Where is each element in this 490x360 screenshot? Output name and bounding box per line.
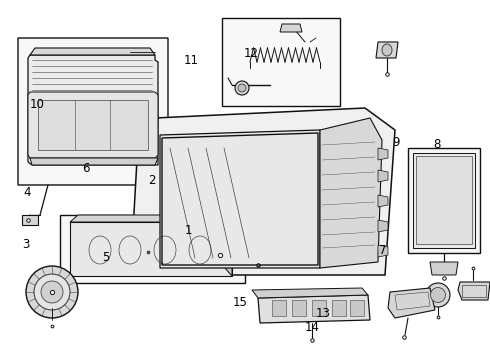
Polygon shape [38, 100, 148, 150]
Bar [350, 300, 364, 316]
Text: 9: 9 [392, 136, 400, 149]
Bar [60, 215, 245, 283]
Polygon shape [30, 48, 155, 55]
Text: 1: 1 [185, 224, 193, 237]
Text: 4: 4 [23, 186, 31, 199]
Polygon shape [430, 262, 458, 275]
Polygon shape [458, 282, 490, 300]
Polygon shape [378, 148, 388, 160]
Text: 3: 3 [22, 238, 29, 251]
Text: 15: 15 [233, 296, 247, 309]
Polygon shape [28, 92, 158, 158]
Text: 14: 14 [305, 321, 320, 334]
Polygon shape [252, 288, 368, 298]
Ellipse shape [238, 84, 246, 92]
Polygon shape [70, 222, 232, 276]
Polygon shape [280, 24, 302, 32]
Ellipse shape [41, 281, 63, 303]
Ellipse shape [235, 81, 249, 95]
Polygon shape [320, 118, 382, 268]
Polygon shape [70, 215, 232, 222]
Bar [408, 148, 480, 253]
Ellipse shape [26, 266, 78, 318]
Text: 13: 13 [316, 307, 331, 320]
Text: 12: 12 [244, 47, 258, 60]
Polygon shape [376, 42, 398, 58]
Polygon shape [160, 130, 320, 268]
Ellipse shape [34, 274, 70, 310]
Polygon shape [378, 245, 388, 257]
Bar [413, 153, 475, 248]
Bar [292, 300, 306, 316]
Polygon shape [18, 38, 168, 185]
Bar [462, 285, 486, 297]
Polygon shape [388, 288, 435, 318]
Polygon shape [378, 195, 388, 207]
Bar [416, 156, 472, 244]
Bar [222, 18, 340, 106]
Polygon shape [258, 295, 370, 323]
Text: 6: 6 [82, 162, 90, 175]
Polygon shape [225, 215, 232, 276]
Bar [312, 300, 326, 316]
Polygon shape [22, 215, 38, 225]
Text: 2: 2 [148, 174, 156, 186]
Polygon shape [378, 220, 388, 232]
Text: 11: 11 [184, 54, 198, 67]
Polygon shape [378, 170, 388, 182]
Polygon shape [28, 55, 158, 165]
Text: 10: 10 [29, 98, 44, 111]
Polygon shape [132, 108, 395, 275]
Ellipse shape [426, 283, 450, 307]
Bar [272, 300, 286, 316]
Ellipse shape [382, 44, 392, 56]
Ellipse shape [431, 288, 445, 302]
Text: 8: 8 [433, 138, 441, 150]
Text: 5: 5 [101, 251, 109, 264]
Bar [332, 300, 346, 316]
Polygon shape [30, 158, 158, 165]
Text: 7: 7 [379, 244, 387, 257]
